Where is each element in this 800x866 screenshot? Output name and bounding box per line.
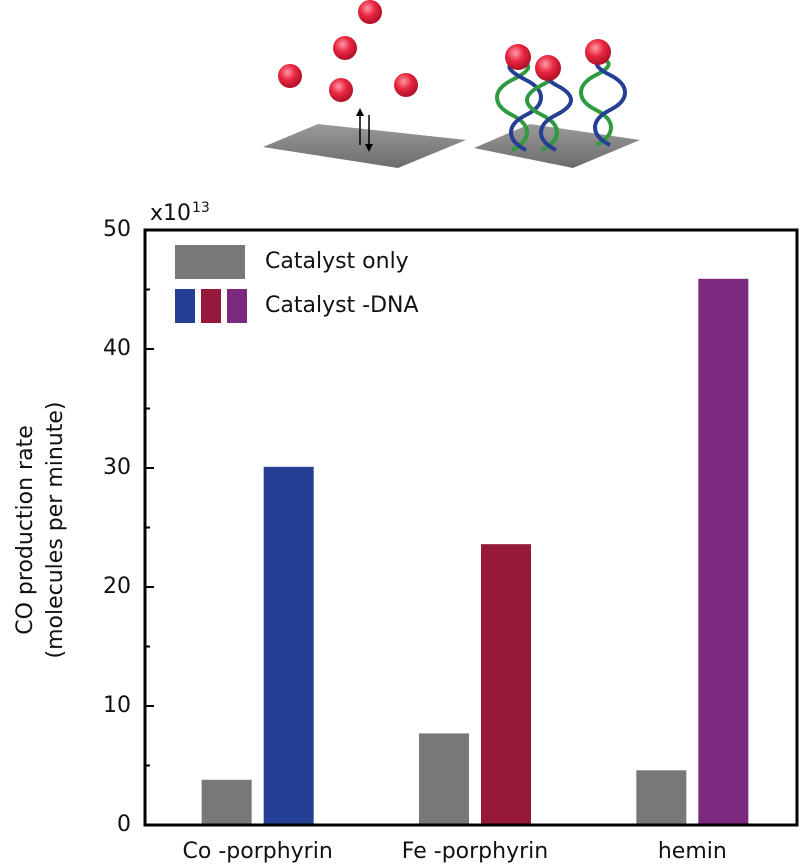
y-tick-label: 10 — [103, 693, 131, 718]
legend-swatch — [175, 245, 245, 279]
multiplier-base: x10 — [150, 201, 191, 226]
illustration — [263, 0, 640, 168]
plot-frame — [143, 228, 799, 827]
y-tick-label: 50 — [103, 217, 131, 242]
x-tick-label: hemin — [658, 839, 727, 864]
legend-label: Catalyst only — [265, 249, 409, 274]
legend-swatch — [175, 289, 195, 323]
bar — [636, 770, 687, 825]
legend-swatch — [227, 289, 247, 323]
y-tick-label: 20 — [103, 574, 131, 599]
x-tick-label: Fe -porphyrin — [402, 839, 548, 864]
legend-label: Catalyst -DNA — [265, 293, 419, 318]
multiplier-exponent: 13 — [192, 200, 210, 216]
bar — [201, 779, 252, 825]
y-tick-label: 40 — [103, 336, 131, 361]
bar — [419, 733, 469, 825]
bar — [481, 544, 531, 825]
bar — [698, 278, 749, 825]
x-tick-label: Co -porphyrin — [183, 839, 333, 864]
y-tick-label: 0 — [117, 812, 131, 837]
bar — [263, 466, 314, 825]
y-axis-label: CO production rate — [13, 425, 38, 634]
y-tick-label: 30 — [103, 455, 131, 480]
y-axis-label: (molecules per minute) — [43, 402, 68, 659]
legend-swatch — [201, 289, 221, 323]
